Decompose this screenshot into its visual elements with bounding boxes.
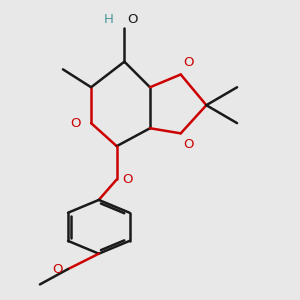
Text: O: O — [70, 117, 81, 130]
Text: O: O — [183, 56, 194, 69]
Text: O: O — [127, 13, 137, 26]
Text: O: O — [183, 139, 194, 152]
Text: O: O — [122, 173, 132, 186]
Text: H: H — [104, 13, 114, 26]
Text: O: O — [52, 262, 63, 276]
